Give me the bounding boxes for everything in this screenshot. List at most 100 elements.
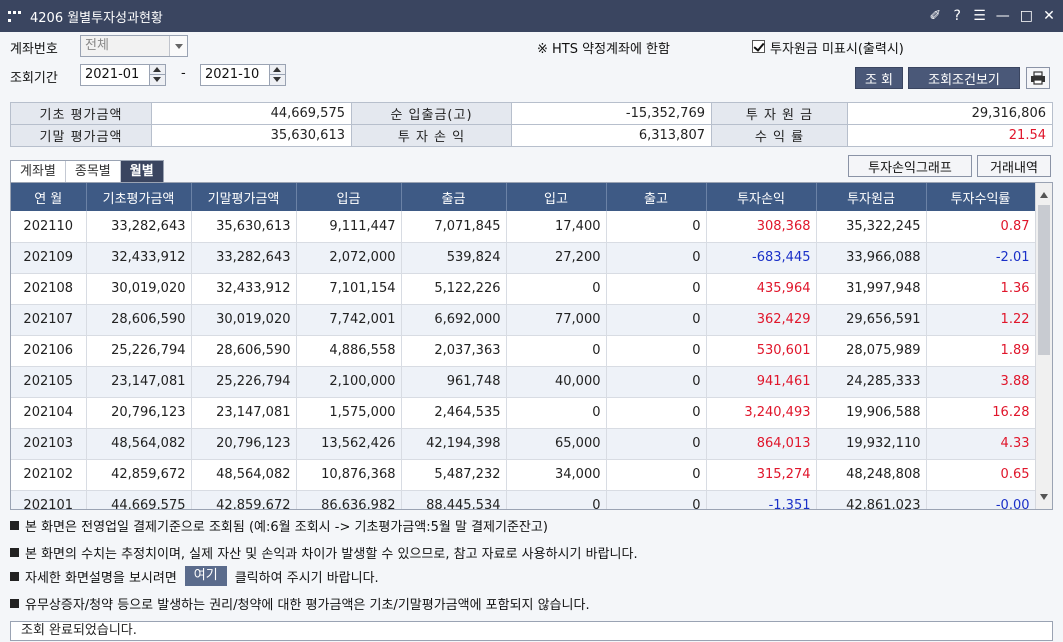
table-row[interactable]: 202102 42,859,672 48,564,082 10,876,368 5,48… bbox=[11, 459, 1036, 491]
table-row[interactable]: 202107 28,606,590 30,019,020 7,742,001 6,692… bbox=[11, 304, 1036, 336]
monthly-grid: 연 월 기초평가금액 기말평가금액 입금 출금 입고 출고 투자손익 투자원금 투자수익률 202… bbox=[10, 182, 1053, 510]
vertical-scrollbar[interactable] bbox=[1035, 183, 1052, 509]
table-row[interactable]: 202105 23,147,081 25,226,794 2,100,000 961,7… bbox=[11, 366, 1036, 398]
cell-begin: 48,564,082 bbox=[86, 428, 192, 460]
cell-begin: 33,282,643 bbox=[86, 211, 192, 243]
cell-in-stock: 34,000 bbox=[506, 459, 607, 491]
table-row[interactable]: 202103 48,564,082 20,796,123 13,562,426 42,1… bbox=[11, 428, 1036, 460]
cell-pnl: 435,964 bbox=[706, 273, 817, 305]
minimize-icon[interactable]: — bbox=[995, 8, 1010, 24]
date-to-input[interactable]: 2021-10 bbox=[200, 64, 286, 86]
cell-begin: 32,433,912 bbox=[86, 242, 192, 274]
cell-pnl: -1,351 bbox=[706, 490, 817, 509]
cell-deposit: 10,876,368 bbox=[296, 459, 402, 491]
cell-withdraw: 961,748 bbox=[401, 366, 507, 398]
menu-icon[interactable]: ☰ bbox=[973, 8, 986, 24]
cell-deposit: 2,072,000 bbox=[296, 242, 402, 274]
cell-in-stock: 0 bbox=[506, 335, 607, 367]
cell-month: 202102 bbox=[11, 459, 87, 491]
end-eval-value: 35,630,613 bbox=[151, 124, 352, 147]
cell-withdraw: 2,037,363 bbox=[401, 335, 507, 367]
scroll-thumb[interactable] bbox=[1038, 205, 1050, 355]
cell-in-stock: 0 bbox=[506, 490, 607, 509]
table-row[interactable]: 202106 25,226,794 28,606,590 4,886,558 2,037… bbox=[11, 335, 1036, 367]
cell-rate: 4.33 bbox=[926, 428, 1036, 460]
printer-icon bbox=[1031, 71, 1045, 85]
maximize-icon[interactable]: □ bbox=[1019, 8, 1033, 24]
date-to-spinner[interactable] bbox=[269, 65, 285, 85]
cell-begin: 30,019,020 bbox=[86, 273, 192, 305]
cell-rate: 1.36 bbox=[926, 273, 1036, 305]
cell-principal: 31,997,948 bbox=[816, 273, 927, 305]
spin-down-icon[interactable] bbox=[150, 75, 165, 85]
note-4-text: 유무상증자/청약 등으로 발생하는 권리/청약에 대한 평가금액은 기초/기말평… bbox=[25, 598, 590, 613]
spin-down-icon[interactable] bbox=[270, 75, 285, 85]
column-header[interactable]: 기초평가금액 bbox=[86, 183, 192, 211]
print-button[interactable] bbox=[1026, 67, 1050, 89]
chevron-down-icon[interactable] bbox=[169, 36, 187, 56]
tab-account[interactable]: 계좌별 bbox=[11, 161, 66, 182]
table-row[interactable]: 202104 20,796,123 23,147,081 1,575,000 2,464… bbox=[11, 397, 1036, 429]
scroll-down-icon[interactable] bbox=[1036, 489, 1052, 505]
cell-withdraw: 6,692,000 bbox=[401, 304, 507, 336]
cell-begin: 42,859,672 bbox=[86, 459, 192, 491]
cell-out-stock: 0 bbox=[606, 428, 707, 460]
query-condition-button[interactable]: 조회조건보기 bbox=[908, 67, 1020, 89]
column-header[interactable]: 투자손익 bbox=[706, 183, 817, 211]
account-select[interactable]: 전체 bbox=[80, 35, 188, 57]
table-row[interactable]: 202101 44,669,575 42,859,672 86,636,982 88,4… bbox=[11, 490, 1036, 509]
spin-up-icon[interactable] bbox=[270, 65, 285, 75]
period-label: 조회기간 bbox=[10, 71, 58, 86]
column-header[interactable]: 연 월 bbox=[11, 183, 87, 211]
cell-end: 20,796,123 bbox=[191, 428, 297, 460]
cell-deposit: 13,562,426 bbox=[296, 428, 402, 460]
cell-deposit: 7,742,001 bbox=[296, 304, 402, 336]
table-row[interactable]: 202108 30,019,020 32,433,912 7,101,154 5,122… bbox=[11, 273, 1036, 305]
cell-rate: 3.88 bbox=[926, 366, 1036, 398]
query-button[interactable]: 조 회 bbox=[855, 67, 903, 89]
column-header[interactable]: 입금 bbox=[296, 183, 402, 211]
tab-stock[interactable]: 종목별 bbox=[66, 161, 121, 182]
cell-begin: 20,796,123 bbox=[86, 397, 192, 429]
scroll-up-icon[interactable] bbox=[1036, 187, 1052, 203]
cell-in-stock: 77,000 bbox=[506, 304, 607, 336]
column-header[interactable]: 출금 bbox=[401, 183, 507, 211]
cell-month: 202110 bbox=[11, 211, 87, 243]
tab-monthly[interactable]: 월별 bbox=[120, 161, 163, 182]
table-row[interactable]: 202109 32,433,912 33,282,643 2,072,000 539,8… bbox=[11, 242, 1036, 274]
app-grid-icon bbox=[8, 9, 22, 23]
cell-pnl: 308,368 bbox=[706, 211, 817, 243]
close-icon[interactable]: ✕ bbox=[1043, 8, 1055, 24]
cell-deposit: 1,575,000 bbox=[296, 397, 402, 429]
table-row[interactable]: 202110 33,282,643 35,630,613 9,111,447 7,071… bbox=[11, 211, 1036, 243]
cell-pnl: 3,240,493 bbox=[706, 397, 817, 429]
pnl-value: 6,313,807 bbox=[511, 124, 712, 147]
help-icon[interactable]: ? bbox=[953, 8, 961, 24]
cell-deposit: 4,886,558 bbox=[296, 335, 402, 367]
trade-history-button[interactable]: 거래내역 bbox=[977, 155, 1051, 177]
monthly-table: 연 월 기초평가금액 기말평가금액 입금 출금 입고 출고 투자손익 투자원금 투자수익률 202… bbox=[11, 183, 1036, 509]
cell-pnl: 315,274 bbox=[706, 459, 817, 491]
column-header[interactable]: 기말평가금액 bbox=[191, 183, 297, 211]
date-from-spinner[interactable] bbox=[149, 65, 165, 85]
pin-icon[interactable]: ✐ bbox=[929, 8, 942, 24]
note-3: 자세한 화면설명을 보시려면 여기 클릭하여 주시기 바랍니다. bbox=[10, 566, 379, 586]
date-from-input[interactable]: 2021-01 bbox=[80, 64, 166, 86]
principal-hide-checkbox[interactable] bbox=[752, 40, 765, 53]
cell-in-stock: 65,000 bbox=[506, 428, 607, 460]
column-header[interactable]: 출고 bbox=[606, 183, 707, 211]
cell-begin: 28,606,590 bbox=[86, 304, 192, 336]
cell-rate: -2.01 bbox=[926, 242, 1036, 274]
bullet-icon bbox=[10, 599, 19, 608]
column-header[interactable]: 투자수익률 bbox=[926, 183, 1036, 211]
pnl-graph-button[interactable]: 투자손익그래프 bbox=[848, 155, 972, 177]
pnl-label: 투 자 손 익 bbox=[351, 124, 512, 147]
column-header[interactable]: 입고 bbox=[506, 183, 607, 211]
column-header[interactable]: 투자원금 bbox=[816, 183, 927, 211]
help-link-button[interactable]: 여기 bbox=[184, 566, 227, 586]
cell-month: 202108 bbox=[11, 273, 87, 305]
spin-up-icon[interactable] bbox=[150, 65, 165, 75]
cell-principal: 28,075,989 bbox=[816, 335, 927, 367]
cell-end: 32,433,912 bbox=[191, 273, 297, 305]
end-eval-label: 기말 평가금액 bbox=[10, 124, 152, 147]
